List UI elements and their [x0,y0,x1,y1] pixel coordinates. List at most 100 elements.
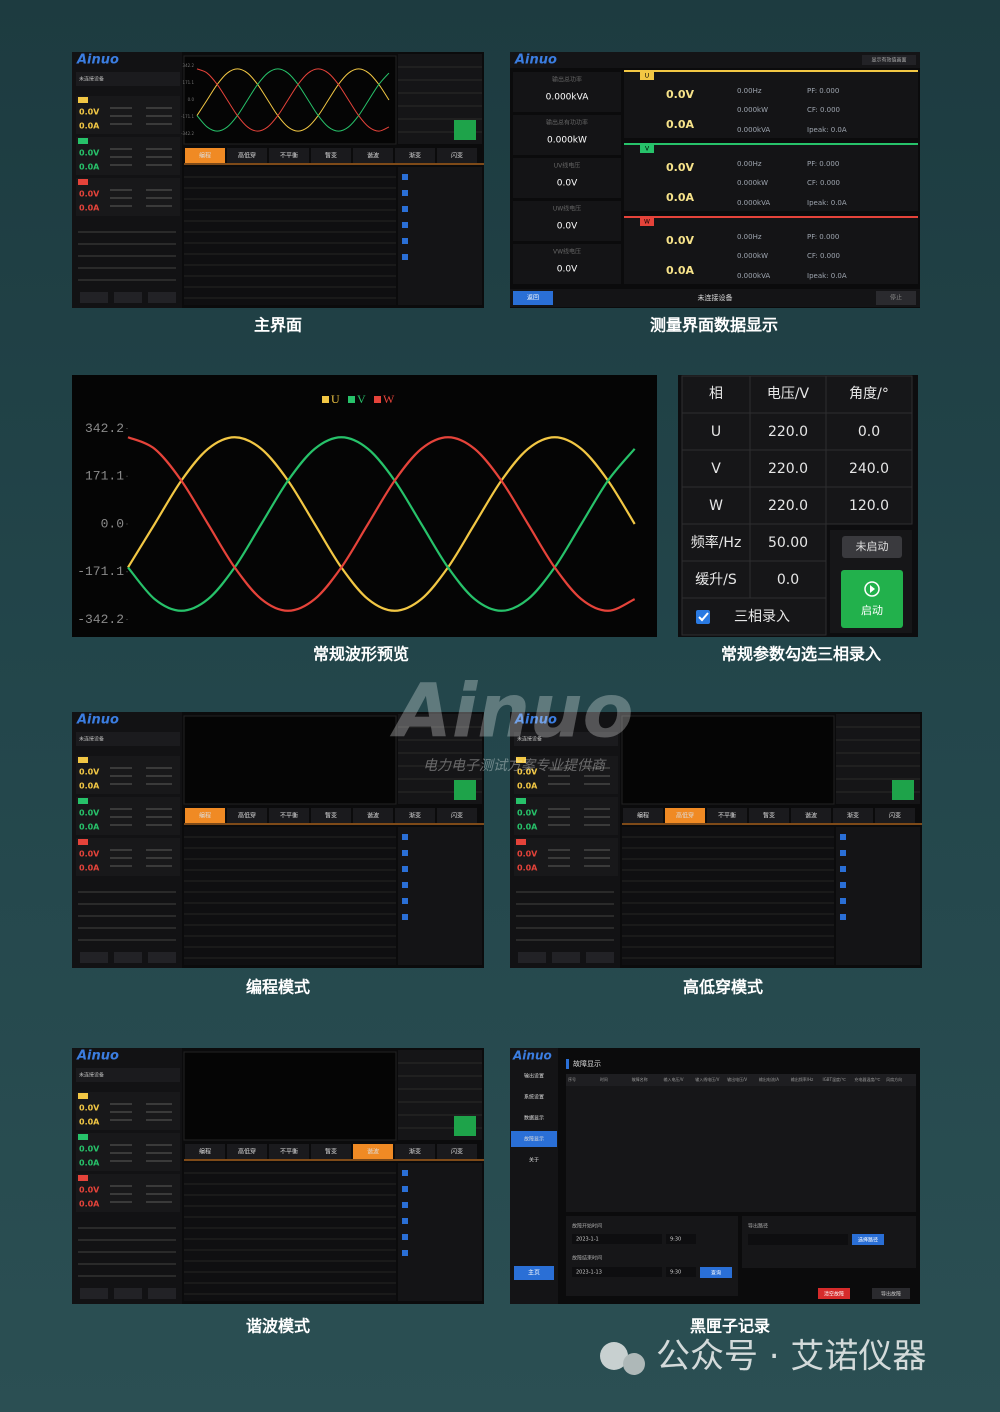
side-button [80,1288,108,1299]
tab-label[interactable]: 渐变 [409,812,421,820]
table-cell: 50.00 [768,535,808,551]
menu-item[interactable]: 系统设置 [524,1094,544,1101]
phase-ipeak: Ipeak: 0.0A [807,272,847,280]
tab-label[interactable]: 暂变 [325,812,337,820]
logo: Ainuo [514,53,557,68]
footer-bar [510,289,920,307]
tab [395,808,435,823]
tab-label[interactable]: 渐变 [847,812,859,820]
field-value: 2023-1-1 [576,1237,599,1243]
button-label[interactable]: 返回 [527,295,539,302]
tab-label[interactable]: 暂变 [325,1148,337,1156]
button-label[interactable]: 主页 [528,1269,540,1277]
tab [227,808,267,823]
table-cell: 0.0 [858,424,880,440]
tab-label[interactable]: 谐波 [367,1148,379,1156]
wave-line [196,68,390,132]
table-cell: 220.0 [768,461,808,477]
tab-label[interactable]: 谐波 [367,812,379,820]
tool-check [402,190,408,196]
tab-label[interactable]: 编程 [199,152,211,160]
tool-check [402,1250,408,1256]
table-header: 故障名称 [632,1076,648,1082]
menu-item[interactable]: 关于 [529,1157,539,1164]
state-button [842,536,902,558]
tab [311,148,351,163]
tab-label[interactable]: 谐波 [367,152,379,160]
wave-line [196,68,390,132]
logo: Ainuo [76,713,119,728]
cell [749,486,827,525]
tab-label[interactable]: 闪变 [889,812,901,820]
button-label[interactable]: 停止 [890,294,902,302]
side-button [114,952,142,963]
table-header: 输出电压/V [727,1076,747,1082]
tab-label[interactable]: 闪变 [451,812,463,820]
table-header: 时间 [600,1076,608,1082]
table-header: 输入线电压/V [695,1076,719,1082]
tab [353,1144,393,1159]
tab-label[interactable]: 不平衡 [280,1148,298,1156]
table-header: 输入电压/V [663,1076,683,1082]
mini-chart [183,55,397,145]
tab-label[interactable]: 闪变 [451,1148,463,1156]
button-label[interactable]: 选择路径 [858,1237,878,1244]
button-label[interactable]: 启动 [861,604,883,617]
tab-label[interactable]: 编程 [637,812,649,820]
tab-label[interactable]: 闪变 [451,152,463,160]
button-label[interactable]: 显示有效值画面 [871,57,906,64]
caption: 常规波形预览 [313,645,409,664]
tab-label[interactable]: 渐变 [409,152,421,160]
phase-strip [624,216,918,218]
menu-item[interactable]: 输出设置 [524,1073,544,1080]
tab-label[interactable]: 高低穿 [238,812,256,820]
phase-voltage: 0.0V [79,1145,100,1154]
phase-current: 0.0A [79,1118,100,1127]
phase-block [624,216,918,284]
tab-label[interactable]: 不平衡 [280,152,298,160]
tab-label[interactable]: 暂变 [325,152,337,160]
tab-label[interactable]: 高低穿 [238,152,256,160]
phase-voltage: 0.0V [79,1186,100,1195]
cell [681,375,751,414]
tab-label[interactable]: 谐波 [805,812,817,820]
cell [749,523,827,562]
tab [353,808,393,823]
tab-label[interactable]: 不平衡 [718,812,736,820]
button-label[interactable]: 导出故障 [881,1291,901,1298]
y-tick-label: -342.2 [77,612,124,627]
phase-voltage: 0.0V [79,850,100,859]
tool-check [402,174,408,180]
phase-tag [78,179,88,185]
phase-tag [78,1093,88,1099]
tab-label[interactable]: 编程 [199,812,211,820]
status-bar [76,732,180,746]
menu-active [511,1131,557,1147]
tab-label[interactable]: 暂变 [763,812,775,820]
tool-check [840,882,846,888]
button-label[interactable]: 未启动 [856,540,889,553]
table-header: 充电器温度/℃ [854,1076,880,1082]
table-header: 序号 [568,1076,576,1082]
button-label[interactable]: 清空故障 [824,1291,844,1298]
tab-label[interactable]: 高低穿 [676,812,694,820]
tab-label[interactable]: 不平衡 [280,812,298,820]
button-label[interactable]: 查询 [711,1270,721,1277]
tab-label[interactable]: 高低穿 [238,1148,256,1156]
cell [681,449,751,488]
menu-item[interactable]: 故障显示 [524,1136,544,1143]
tool-check [402,850,408,856]
checkbox-label[interactable]: 三相录入 [734,609,790,625]
menu-item[interactable]: 数据显示 [524,1115,544,1122]
title-bar [566,1059,569,1069]
table-cell: 0.0 [777,572,799,588]
wave-line [127,436,636,612]
side-button [148,952,176,963]
start-button [841,570,903,628]
mini-y-tick: 342.2 [183,63,195,68]
table-header: IGBT温度/℃ [823,1076,847,1082]
tool-check [402,238,408,244]
tab-label[interactable]: 渐变 [409,1148,421,1156]
tab-label[interactable]: 编程 [199,1148,211,1156]
